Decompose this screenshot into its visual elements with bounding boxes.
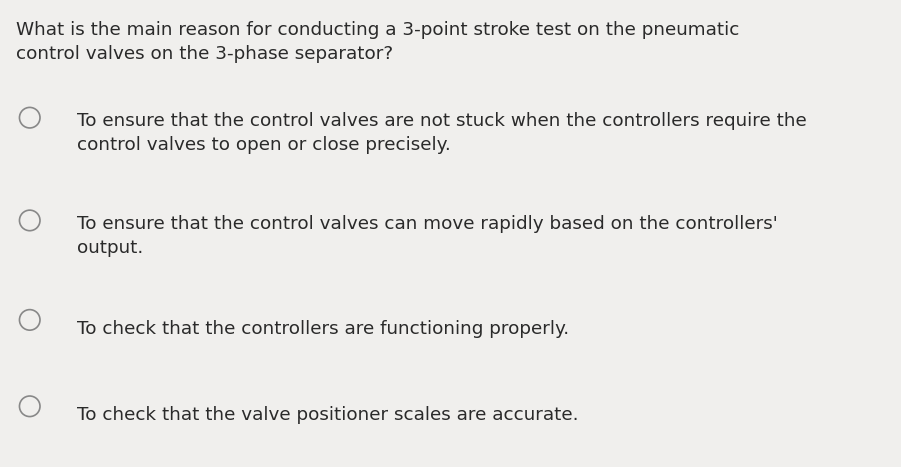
Text: To ensure that the control valves can move rapidly based on the controllers'
out: To ensure that the control valves can mo…: [77, 215, 778, 257]
Text: What is the main reason for conducting a 3-point stroke test on the pneumatic
co: What is the main reason for conducting a…: [16, 21, 740, 64]
Text: To check that the controllers are functioning properly.: To check that the controllers are functi…: [77, 320, 569, 338]
Text: To ensure that the control valves are not stuck when the controllers require the: To ensure that the control valves are no…: [77, 112, 806, 155]
Ellipse shape: [20, 310, 40, 330]
Ellipse shape: [20, 210, 40, 231]
Ellipse shape: [20, 396, 40, 417]
Ellipse shape: [20, 107, 40, 128]
Text: To check that the valve positioner scales are accurate.: To check that the valve positioner scale…: [77, 406, 578, 425]
